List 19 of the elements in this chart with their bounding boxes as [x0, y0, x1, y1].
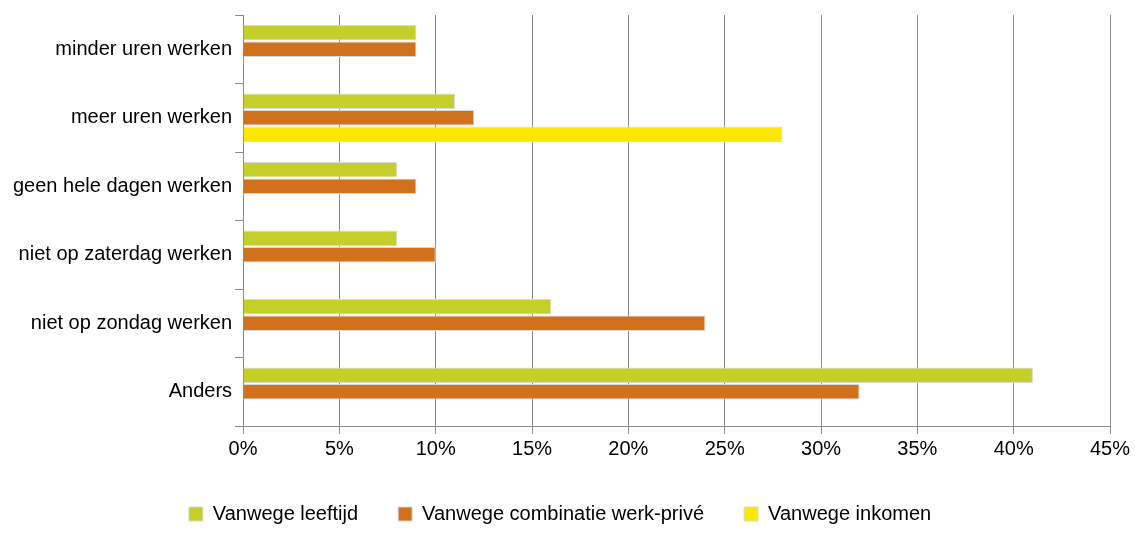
x-tick-label: 45%: [1089, 436, 1131, 459]
y-tick-label: niet op zondag werken: [30, 310, 233, 333]
y-tick-label: niet op zaterdag werken: [18, 242, 233, 265]
y-tick-label: Anders: [168, 379, 233, 402]
x-tick-label: 25%: [704, 436, 745, 459]
x-tick-label: 40%: [993, 436, 1034, 459]
x-tick-label: 30%: [801, 436, 842, 459]
y-tick-label: geen hele dagen werken: [13, 173, 233, 196]
x-tick-label: 20%: [608, 436, 649, 459]
x-tick-label: 0%: [228, 436, 258, 459]
y-tick-label: minder uren werken: [55, 36, 233, 59]
x-tick-label: 5%: [324, 436, 355, 459]
x-tick-label: 35%: [897, 436, 938, 459]
legend-label: Vanwege inkomen: [768, 501, 932, 524]
legend-label: Vanwege leeftijd: [212, 501, 359, 524]
legend-label: Vanwege combinatie werk-privé: [422, 501, 705, 524]
x-tick-label: 15%: [512, 436, 553, 459]
x-tick-label: 10%: [415, 436, 456, 459]
y-tick-label: meer uren werken: [70, 105, 233, 128]
